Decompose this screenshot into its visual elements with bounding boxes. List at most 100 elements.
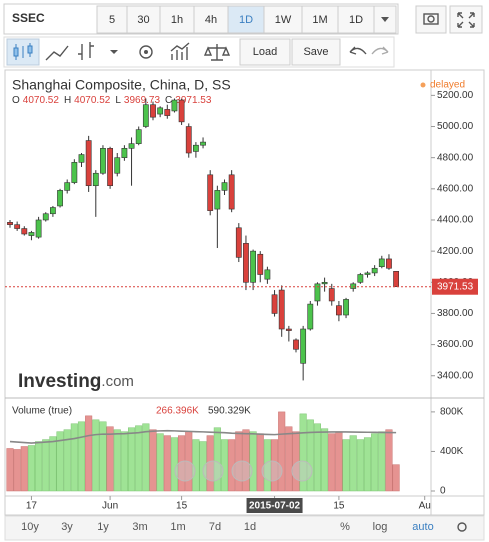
candle-body	[178, 99, 185, 123]
volume-bar	[392, 464, 400, 492]
volume-bar	[49, 436, 57, 492]
chart-type-button[interactable]	[337, 5, 375, 34]
volume-bar	[163, 435, 171, 492]
x-tick-label: 15	[176, 501, 188, 512]
ohlc-value: 3971.53	[175, 95, 212, 106]
crosshair-date-box	[246, 498, 303, 513]
interval-button[interactable]	[227, 5, 265, 34]
candle-body	[200, 141, 206, 146]
candle-body	[350, 283, 357, 289]
ohlc-value: 4070.52	[23, 95, 60, 106]
volume-bar	[92, 419, 100, 492]
volume-bar	[342, 439, 350, 492]
scale-option[interactable]: log	[373, 521, 388, 533]
ohlc-legend: O 4070.52 H 4070.52 L 3969.73 C 3971.53	[12, 95, 212, 106]
volume-bar	[156, 433, 164, 492]
chart-title: Shanghai Composite, China, D, SS	[12, 77, 231, 93]
save-button[interactable]	[291, 38, 341, 66]
last-price-box	[432, 278, 478, 295]
candle-body	[128, 143, 135, 149]
volume-bar	[220, 439, 229, 492]
status-dot	[420, 82, 426, 88]
volume-bar	[106, 426, 114, 492]
candle-body	[293, 339, 299, 350]
fullscreen-button[interactable]	[449, 5, 483, 34]
snapshot-button[interactable]	[415, 5, 447, 34]
undo-icon[interactable]	[349, 46, 367, 55]
candle-body	[85, 140, 92, 187]
status: delayed	[430, 80, 465, 91]
candle-body	[243, 243, 249, 283]
range-button[interactable]: 3y	[61, 521, 73, 533]
watermark-brand: Investing	[18, 371, 101, 392]
chart-type-label: 1D	[349, 14, 363, 26]
volume-bar	[192, 439, 200, 492]
candle-body	[21, 228, 28, 235]
settings-icon[interactable]	[457, 522, 467, 532]
volume-bar	[20, 446, 28, 492]
candle-body	[386, 258, 392, 269]
volume-bar	[278, 411, 286, 492]
candle-body	[228, 174, 235, 210]
volume-bar	[249, 431, 257, 492]
compare-icon[interactable]	[203, 44, 231, 61]
load-button[interactable]	[239, 38, 291, 66]
interval-button[interactable]	[126, 5, 161, 34]
scale-option[interactable]: %	[340, 521, 350, 533]
range-button[interactable]: 1y	[97, 521, 109, 533]
volume-bar	[63, 429, 71, 492]
symbol-input[interactable]: SSEC	[12, 11, 45, 25]
candle-body	[135, 129, 142, 144]
volume-bar	[299, 413, 307, 492]
interval-label: 1h	[171, 14, 183, 26]
volume-value: 266.396K	[156, 406, 199, 417]
candle-body	[49, 207, 56, 215]
volume-bar	[13, 449, 21, 492]
range-button[interactable]: 7d	[209, 521, 221, 533]
interval-button[interactable]	[301, 5, 339, 34]
dropdown-arrow[interactable]	[110, 50, 118, 54]
interval-label: 30	[137, 14, 149, 26]
nav-button[interactable]	[174, 460, 196, 482]
bars-icon[interactable]	[78, 42, 94, 60]
volume-bar	[228, 439, 236, 492]
settings-icon[interactable]	[139, 45, 153, 59]
x-tick-label: 2015-07-02	[249, 501, 301, 512]
scale-option[interactable]: auto	[412, 521, 433, 533]
range-button[interactable]: 10y	[21, 521, 39, 533]
nav-button[interactable]	[231, 460, 253, 482]
candle-body	[28, 232, 35, 236]
interval-button[interactable]	[263, 5, 303, 34]
redo-icon[interactable]	[371, 46, 389, 55]
candle-body	[78, 154, 85, 163]
range-button[interactable]: 3m	[132, 521, 147, 533]
area-icon[interactable]	[45, 45, 69, 61]
candle-body	[150, 104, 156, 118]
interval-button[interactable]	[193, 5, 229, 34]
volume-bar	[335, 431, 343, 492]
range-button[interactable]: 1d	[244, 521, 256, 533]
x-tick-label: 15	[333, 501, 345, 512]
range-button[interactable]: 1m	[170, 521, 185, 533]
ohlc-value: 4070.52	[74, 95, 111, 106]
interval-label: 5	[109, 14, 115, 26]
camera-lens	[427, 15, 435, 23]
nav-button[interactable]	[291, 460, 313, 482]
candle-body	[157, 107, 164, 115]
interval-button[interactable]	[96, 5, 128, 34]
nav-button[interactable]	[261, 460, 283, 482]
ohlc-value: 3969.73	[124, 95, 161, 106]
volume-bar	[128, 427, 136, 492]
interval-button[interactable]	[159, 5, 195, 34]
ohlc-key: C	[165, 95, 172, 106]
watermark-suffix: .com	[101, 373, 134, 390]
candles-icon	[27, 45, 33, 54]
nav-button[interactable]	[202, 460, 224, 482]
indicators-icon[interactable]	[170, 42, 190, 60]
candle-body	[314, 283, 321, 302]
y-tick-label: 4800.00	[437, 152, 474, 163]
y-tick-label: 3600.00	[437, 339, 474, 350]
candle-body	[71, 162, 78, 183]
candle-body	[7, 222, 13, 225]
